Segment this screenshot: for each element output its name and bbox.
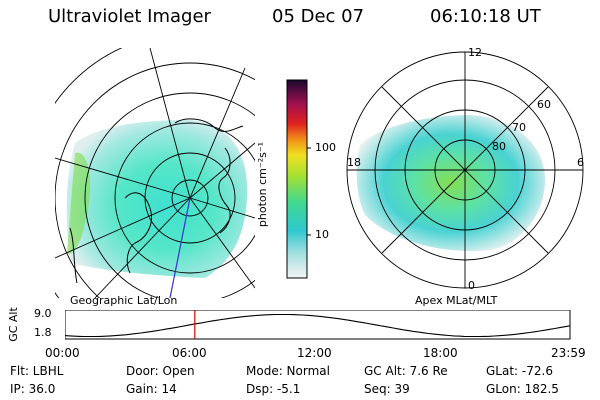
status-ip: IP: 36.0 [10,382,56,396]
status-dsp: Dsp: -5.1 [246,382,301,396]
mlt-label-0: 0 [468,279,475,292]
polar-image-panel [346,51,584,289]
geo-green-patch [67,152,91,255]
instrument-title: Ultraviolet Imager [48,6,211,27]
geo-auroral-image [66,120,248,278]
mlt-label-18: 18 [347,156,361,169]
altitude-tick-low: 1.8 [34,326,52,339]
time-label: 06:10:18 UT [430,6,541,27]
time-tick-2359: 23:59 [551,346,586,360]
geo-caption: Geographic Lat/Lon [70,294,178,307]
geo-terminator-line [169,197,191,298]
status-gc-alt: GC Alt: 7.6 Re [364,364,448,378]
mlat-label-80: 80 [492,140,506,153]
date-label: 05 Dec 07 [272,6,365,27]
status-glat: GLat: -72.6 [486,364,553,378]
status-mode: Mode: Normal [246,364,330,378]
colorbar [286,79,311,279]
status-gain: Gain: 14 [126,382,177,396]
colorbar-tick-100: 100 [315,141,336,154]
mlt-label-12: 12 [468,46,482,59]
status-door: Door: Open [126,364,195,378]
time-tick-0000: 00:00 [45,346,80,360]
colorbar-tick-10: 10 [315,228,329,241]
status-filter: Flt: LBHL [10,364,64,378]
geo-longitude-lines [55,48,255,298]
polar-auroral-image [356,115,545,251]
mlat-label-70: 70 [512,121,526,134]
altitude-axis-label: GC Alt [6,307,20,342]
geographic-image-panel [55,48,255,298]
altitude-trace [65,313,571,338]
time-tick-0600: 06:00 [172,346,207,360]
mlat-label-60: 60 [537,98,551,111]
colorbar-tick-marks [307,147,311,236]
polar-caption: Apex MLat/MLT [415,294,498,307]
colorbar-scale [286,79,308,279]
altitude-tick-high: 9.0 [34,307,52,320]
altitude-strip-plot [65,310,571,340]
time-tick-1800: 18:00 [423,346,458,360]
status-glon: GLon: 182.5 [486,382,559,396]
colorbar-unit-label: photon cm⁻²s⁻¹ [256,141,270,228]
time-tick-1200: 12:00 [297,346,332,360]
polar-mlt-lines [347,52,583,288]
altitude-plot-frame [65,310,571,340]
status-seq: Seq: 39 [364,382,410,396]
mlt-label-6: 6 [577,156,584,169]
geo-coastlines [69,118,244,284]
